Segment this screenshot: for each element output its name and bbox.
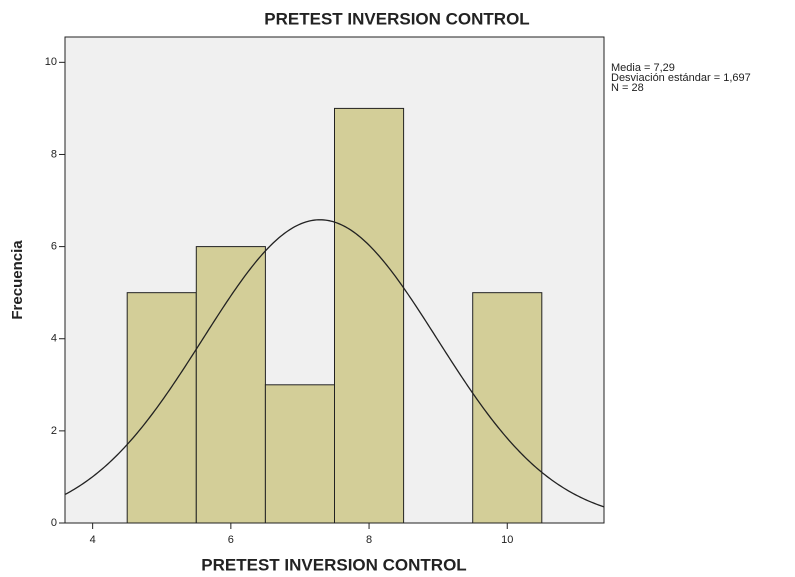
bar [126, 292, 197, 524]
y-axis-label: Frecuencia [9, 240, 26, 320]
bar [264, 384, 335, 524]
y-tick-label: 0 [51, 517, 57, 529]
stat-label: Media = 7,29 [611, 62, 675, 74]
x-tick-label: 4 [90, 534, 96, 546]
bar [334, 107, 405, 524]
y-tick-label: 2 [51, 425, 57, 437]
stat-label: Desviación estándar = 1,697 [611, 72, 751, 84]
y-tick-label: 4 [51, 333, 57, 345]
x-tick-label: 8 [366, 534, 372, 546]
x-tick-label: 6 [228, 534, 234, 546]
y-tick-label: 10 [45, 56, 57, 68]
bar [195, 246, 266, 524]
chart-title: PRETEST INVERSION CONTROL [264, 9, 529, 28]
x-axis-label: PRETEST INVERSION CONTROL [201, 555, 466, 574]
bar [472, 292, 543, 524]
y-tick-label: 8 [51, 148, 57, 160]
y-tick-label: 6 [51, 241, 57, 253]
x-tick-label: 10 [501, 534, 513, 546]
normal-curve [64, 219, 605, 508]
stat-label: N = 28 [611, 82, 644, 94]
